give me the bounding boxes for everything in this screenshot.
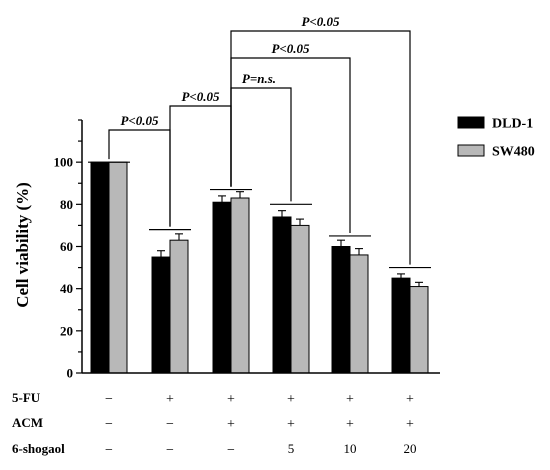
treatment-value: −: [105, 443, 113, 458]
legend-label: DLD-1: [492, 117, 533, 132]
significance-label: P<0.05: [271, 41, 310, 56]
significance-label: P<0.05: [181, 89, 220, 104]
bar-dld-1-1: [151, 256, 171, 374]
significance-label: P=n.s.: [242, 71, 276, 86]
treatment-value: +: [406, 392, 414, 407]
legend-swatch-dld-1: [457, 116, 485, 129]
legend: DLD-1 SW480: [457, 116, 535, 160]
significance-bracket: [230, 30, 411, 265]
bar-sw480-2: [230, 197, 250, 374]
treatment-value: −: [105, 417, 113, 432]
treatment-value: +: [346, 392, 354, 407]
treatment-value: 5: [288, 441, 295, 456]
significance-label: P<0.05: [301, 14, 340, 29]
bar-dld-1-2: [212, 201, 232, 374]
y-axis-label: Cell viability (%): [13, 182, 32, 308]
treatment-value: +: [287, 417, 295, 432]
y-tick-label: 40: [60, 281, 73, 296]
treatment-table: 5-FU − + + + + + ACM − − + + + +6-shogaol − − − 5 10 20: [12, 390, 417, 458]
treatment-value: 20: [404, 441, 417, 456]
treatment-value: 10: [344, 441, 357, 456]
legend-label: SW480: [492, 145, 535, 160]
bar-sw480-0: [108, 161, 128, 374]
bar-sw480-1: [169, 239, 189, 374]
bar-sw480-3: [290, 224, 310, 374]
y-tick-label: 60: [60, 239, 73, 254]
treatment-value: +: [227, 417, 235, 432]
bar-sw480-5: [409, 286, 429, 374]
y-tick-label: 80: [60, 197, 73, 212]
bar-dld-1-5: [391, 277, 411, 374]
y-tick-label: 0: [67, 366, 74, 381]
legend-swatch-sw480: [457, 144, 485, 157]
treatment-label: 5-FU: [12, 390, 41, 405]
treatment-label: 6-shogaol: [12, 441, 65, 456]
treatment-value: −: [166, 443, 174, 458]
treatment-value: +: [227, 392, 235, 407]
significance-bracket: [230, 87, 292, 202]
bar-sw480-4: [349, 254, 369, 374]
treatment-value: −: [166, 417, 174, 432]
y-axis: 0 20 40 60 80 100: [54, 119, 440, 381]
treatment-value: +: [287, 392, 295, 407]
significance-brackets: P<0.05 P<0.05 P=n.s. P<0.05 P<0.05: [108, 14, 411, 265]
treatment-value: −: [227, 443, 235, 458]
y-tick-label: 100: [54, 155, 74, 170]
treatment-value: +: [406, 417, 414, 432]
plot-area: [88, 161, 431, 374]
bar-dld-1-3: [272, 216, 292, 374]
y-tick-label: 20: [60, 323, 73, 338]
significance-label: P<0.05: [120, 113, 159, 128]
treatment-value: +: [346, 417, 354, 432]
bar-dld-1-0: [90, 161, 110, 374]
treatment-value: −: [105, 392, 113, 407]
bar-dld-1-4: [331, 246, 351, 374]
treatment-label: ACM: [12, 415, 43, 430]
treatment-value: +: [166, 392, 174, 407]
